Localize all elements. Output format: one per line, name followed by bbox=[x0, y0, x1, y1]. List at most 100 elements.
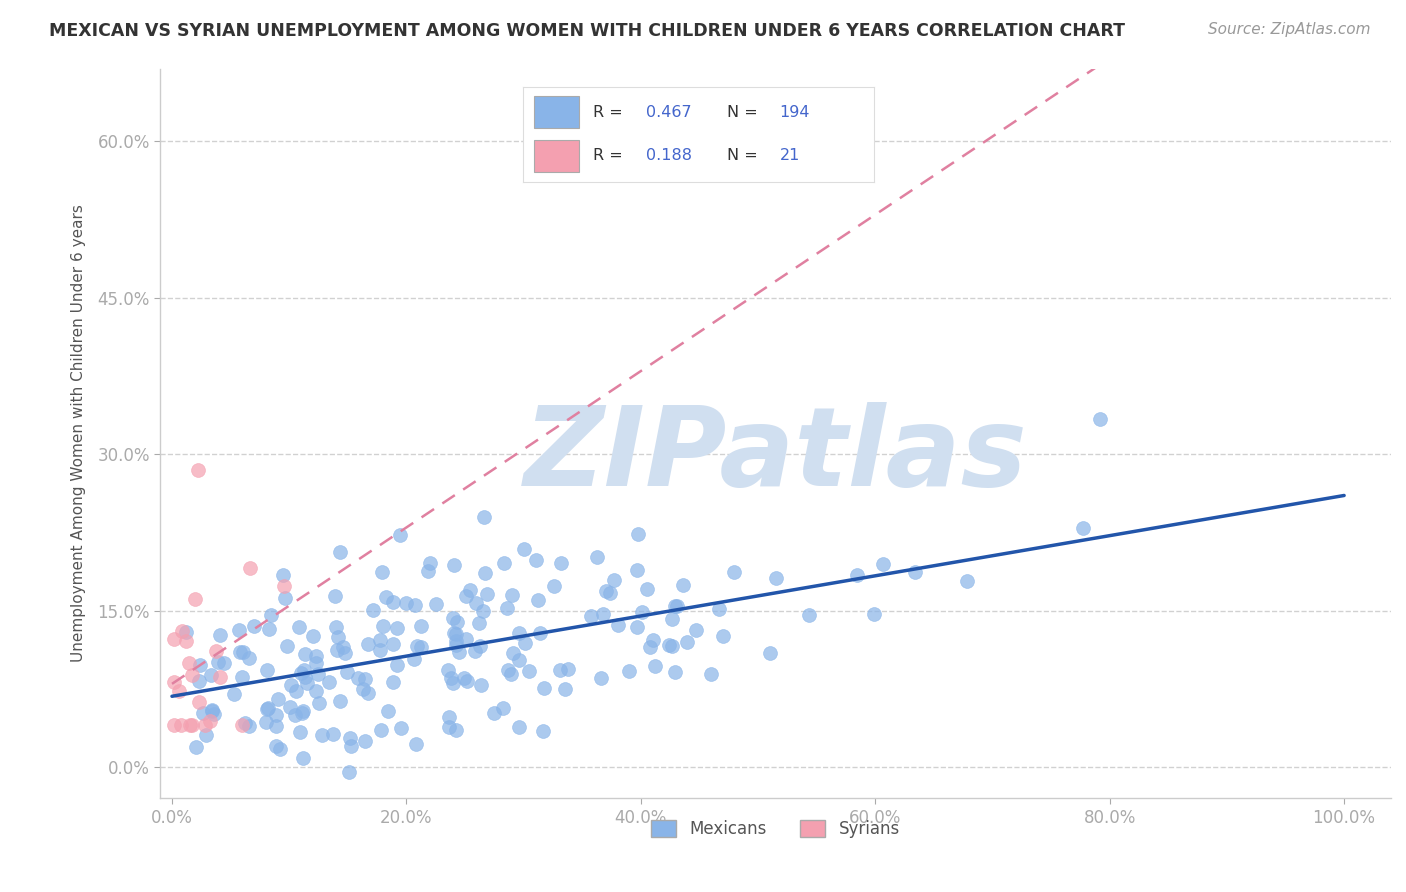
Point bbox=[595, 584, 617, 599]
Point bbox=[326, 630, 349, 644]
Point bbox=[685, 623, 707, 637]
Point bbox=[233, 716, 256, 731]
Point bbox=[368, 632, 391, 647]
Text: ZIPatlas: ZIPatlas bbox=[524, 401, 1028, 508]
Point bbox=[444, 633, 467, 648]
Point bbox=[222, 687, 245, 701]
Point bbox=[456, 589, 478, 603]
Point bbox=[232, 645, 254, 659]
Point bbox=[357, 637, 380, 651]
Point bbox=[260, 608, 283, 623]
Point bbox=[177, 656, 200, 670]
Point bbox=[202, 706, 225, 721]
Point bbox=[463, 644, 485, 658]
Point bbox=[181, 718, 204, 732]
Point bbox=[200, 668, 222, 682]
Point bbox=[198, 714, 221, 729]
Point bbox=[661, 639, 683, 653]
Point bbox=[370, 723, 392, 737]
Point bbox=[468, 616, 491, 631]
Point bbox=[357, 686, 380, 700]
Point bbox=[543, 579, 565, 593]
Point bbox=[368, 643, 391, 657]
Point bbox=[292, 704, 315, 718]
Point bbox=[458, 583, 481, 598]
Point bbox=[332, 640, 354, 655]
Point bbox=[388, 528, 411, 542]
Point bbox=[617, 664, 640, 678]
Point bbox=[323, 589, 346, 603]
Point bbox=[409, 619, 432, 633]
Point bbox=[638, 640, 661, 654]
Point bbox=[288, 620, 311, 634]
Point bbox=[585, 550, 607, 565]
Point bbox=[208, 628, 231, 642]
Legend: Mexicans, Syrians: Mexicans, Syrians bbox=[645, 813, 907, 845]
Point bbox=[243, 618, 266, 632]
Point bbox=[419, 556, 441, 570]
Point bbox=[675, 635, 697, 649]
Point bbox=[658, 638, 681, 652]
Point bbox=[297, 675, 319, 690]
Point bbox=[557, 662, 579, 676]
Point bbox=[395, 597, 418, 611]
Point bbox=[382, 675, 405, 690]
Point bbox=[1071, 521, 1094, 535]
Point bbox=[437, 709, 460, 723]
Point bbox=[187, 695, 209, 709]
Point bbox=[409, 640, 432, 655]
Point bbox=[186, 740, 208, 755]
Point bbox=[266, 719, 288, 733]
Point bbox=[163, 632, 186, 646]
Point bbox=[385, 657, 408, 672]
Point bbox=[179, 718, 201, 732]
Point bbox=[181, 668, 204, 682]
Point bbox=[508, 653, 530, 667]
Point bbox=[626, 562, 648, 576]
Point bbox=[294, 648, 316, 662]
Point bbox=[363, 603, 385, 617]
Point bbox=[644, 658, 666, 673]
Point bbox=[441, 675, 464, 690]
Point bbox=[661, 612, 683, 626]
Point bbox=[496, 601, 519, 615]
Point bbox=[194, 718, 217, 732]
Point bbox=[554, 681, 576, 696]
Point bbox=[353, 734, 375, 748]
Point bbox=[183, 591, 205, 606]
Point bbox=[353, 672, 375, 686]
Point bbox=[589, 671, 612, 685]
Point bbox=[453, 671, 475, 685]
Point bbox=[174, 634, 197, 648]
Point bbox=[231, 718, 253, 732]
Point bbox=[626, 620, 648, 634]
Point bbox=[266, 739, 288, 754]
Point bbox=[496, 663, 519, 677]
Point bbox=[276, 639, 298, 653]
Point bbox=[284, 707, 307, 722]
Point bbox=[229, 645, 252, 659]
Point bbox=[491, 701, 513, 715]
Point bbox=[292, 663, 315, 677]
Point bbox=[700, 666, 723, 681]
Point bbox=[402, 652, 425, 666]
Point bbox=[322, 727, 344, 741]
Point bbox=[188, 673, 211, 688]
Point bbox=[239, 561, 262, 575]
Point bbox=[163, 718, 186, 732]
Point bbox=[524, 553, 547, 567]
Point bbox=[579, 609, 602, 624]
Point bbox=[163, 674, 186, 689]
Point bbox=[291, 706, 314, 721]
Point bbox=[228, 623, 250, 637]
Point bbox=[472, 509, 495, 524]
Point bbox=[606, 618, 628, 632]
Point bbox=[254, 714, 277, 729]
Point bbox=[599, 586, 621, 600]
Point bbox=[446, 615, 468, 630]
Point bbox=[308, 666, 330, 681]
Point bbox=[387, 622, 409, 636]
Point bbox=[447, 645, 470, 659]
Point bbox=[212, 656, 235, 670]
Point bbox=[195, 729, 218, 743]
